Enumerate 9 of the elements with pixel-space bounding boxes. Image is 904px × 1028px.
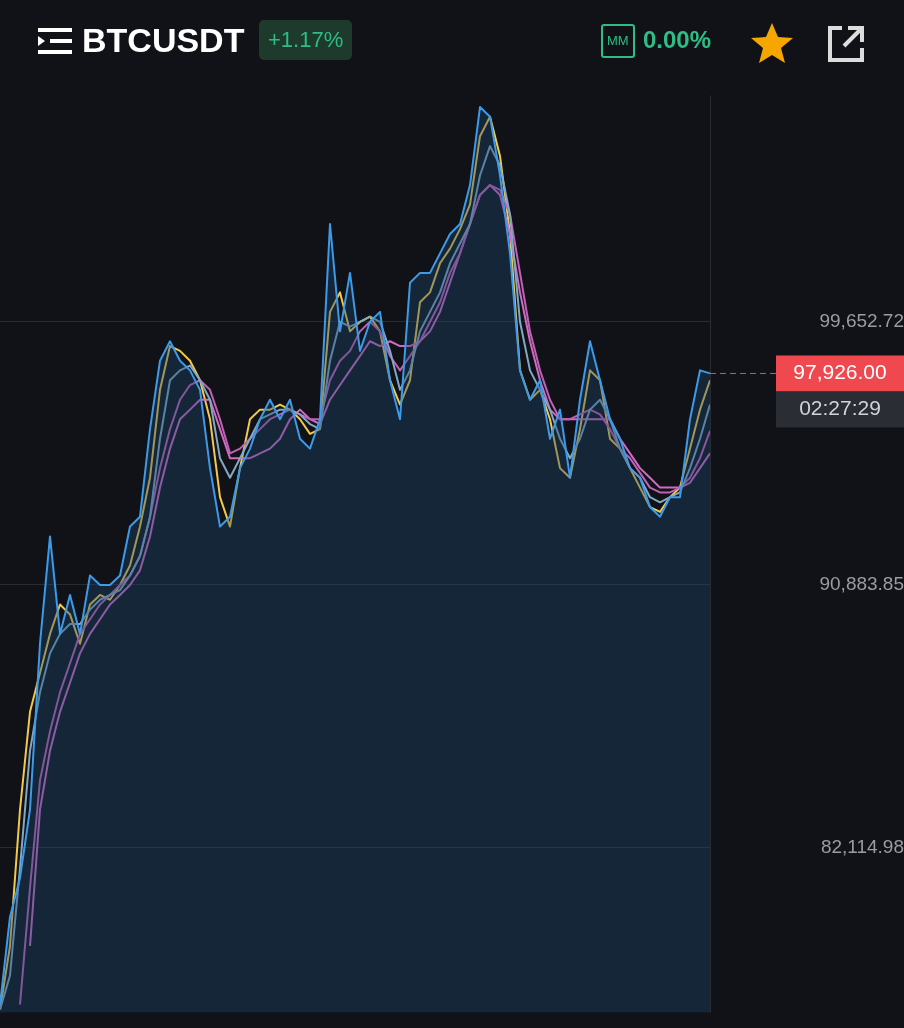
- text: 02:27:29: [799, 396, 881, 420]
- text: 0.00%: [643, 25, 712, 55]
- y-tick-label: 82,114.98: [820, 835, 904, 857]
- y-tick-label: 99,652.72: [819, 309, 904, 331]
- text: MM: [601, 24, 635, 58]
- text: +1.17%: [259, 20, 353, 60]
- ref-line-label: 97,926.00: [793, 360, 887, 384]
- chart-title: BTCUSDT: [82, 20, 245, 60]
- y-tick-label: 90,883.85: [819, 572, 904, 594]
